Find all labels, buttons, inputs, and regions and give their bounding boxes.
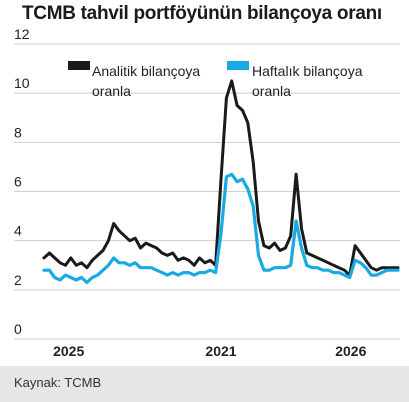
y-tick-label: 12 xyxy=(14,26,30,42)
x-tick-label: 2021 xyxy=(205,343,236,359)
series-line-analitik xyxy=(42,79,400,277)
series-line-haftalik xyxy=(42,172,400,285)
source-bar: Kaynak: TCMB xyxy=(0,366,409,402)
gridlines xyxy=(14,43,400,340)
series-lines xyxy=(42,79,400,285)
x-tick-label: 2025 xyxy=(53,343,84,359)
y-tick-label: 6 xyxy=(14,174,22,190)
y-tick-label: 10 xyxy=(14,75,30,91)
x-tick-label: 2026 xyxy=(335,343,366,359)
legend-label-haftalik-line1: Haftalık bilançoya xyxy=(252,63,363,79)
x-axis-ticks: 2025 2021 2026 xyxy=(53,343,366,359)
legend-swatch-analitik xyxy=(68,61,90,70)
legend-label-analitik-line2: oranla xyxy=(92,83,131,99)
legend-swatch-haftalik xyxy=(227,61,249,70)
legend-label-analitik-line1: Analitik bilançoya xyxy=(92,63,200,79)
y-axis-ticks: 0 2 4 6 8 10 12 xyxy=(14,26,30,337)
legend-label-haftalik-line2: oranla xyxy=(252,83,291,99)
y-tick-label: 2 xyxy=(14,272,22,288)
legend: Analitik bilançoya oranla Haftalık bilan… xyxy=(68,61,363,99)
y-tick-label: 0 xyxy=(14,321,22,337)
y-tick-label: 8 xyxy=(14,124,22,140)
y-tick-label: 4 xyxy=(14,223,22,239)
chart-title: TCMB tahvil portföyünün bilançoya oranı xyxy=(22,3,382,24)
source-label: Kaynak: TCMB xyxy=(14,375,102,390)
line-chart: 0 2 4 6 8 10 12 Analitik bilançoya oranla Haft… xyxy=(14,26,400,359)
